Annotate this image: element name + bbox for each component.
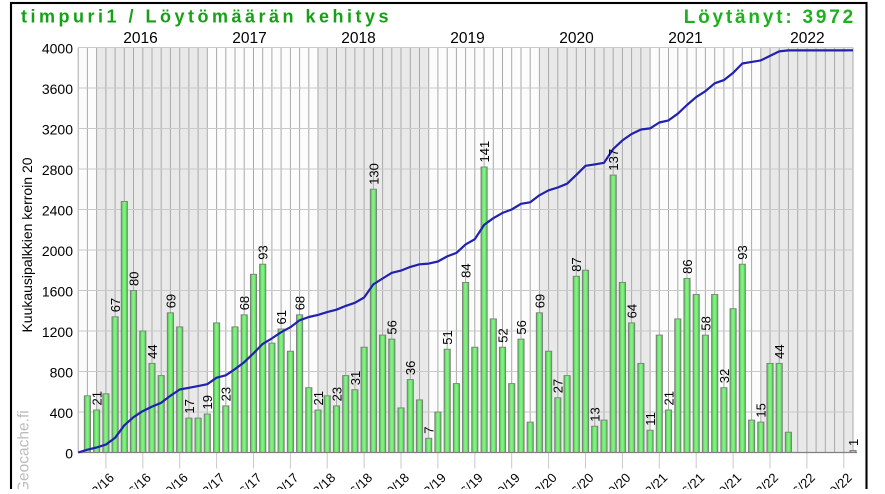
svg-text:61: 61	[274, 310, 289, 324]
svg-text:2000: 2000	[42, 243, 73, 259]
svg-text:800: 800	[50, 365, 74, 381]
svg-text:67: 67	[108, 298, 123, 312]
svg-text:141: 141	[477, 141, 492, 163]
svg-text:137: 137	[606, 149, 621, 171]
svg-text:68: 68	[293, 296, 308, 310]
svg-text:13: 13	[588, 407, 603, 421]
svg-text:87: 87	[569, 257, 584, 271]
svg-text:86: 86	[680, 259, 695, 273]
svg-text:51: 51	[440, 330, 455, 344]
svg-text:Geocache.fi: Geocache.fi	[16, 410, 33, 489]
svg-text:1200: 1200	[42, 324, 73, 340]
svg-text:32: 32	[717, 369, 732, 383]
svg-text:3200: 3200	[42, 122, 73, 138]
svg-text:2016: 2016	[123, 30, 157, 47]
svg-text:2018: 2018	[341, 30, 375, 47]
svg-text:52: 52	[495, 328, 510, 342]
svg-text:27: 27	[551, 379, 566, 393]
svg-text:19: 19	[200, 395, 215, 409]
svg-text:64: 64	[625, 304, 640, 318]
svg-text:Löytänyt: 3972: Löytänyt: 3972	[684, 7, 856, 28]
svg-text:80: 80	[126, 272, 141, 286]
svg-text:1600: 1600	[42, 284, 73, 300]
svg-text:21: 21	[311, 391, 326, 405]
svg-text:2020: 2020	[559, 30, 594, 47]
svg-text:56: 56	[385, 320, 400, 334]
svg-text:3600: 3600	[42, 81, 73, 97]
svg-text:69: 69	[532, 294, 547, 308]
svg-text:4000: 4000	[42, 41, 73, 57]
svg-text:23: 23	[219, 387, 234, 401]
svg-text:44: 44	[772, 344, 787, 358]
svg-text:2800: 2800	[42, 162, 73, 178]
svg-text:31: 31	[348, 371, 363, 385]
svg-text:84: 84	[459, 263, 474, 277]
svg-text:56: 56	[514, 320, 529, 334]
svg-text:0: 0	[65, 446, 73, 462]
svg-text:2400: 2400	[42, 203, 73, 219]
svg-text:1: 1	[846, 439, 861, 446]
svg-text:23: 23	[329, 387, 344, 401]
svg-text:15: 15	[754, 403, 769, 417]
svg-text:2022: 2022	[790, 30, 824, 47]
svg-text:58: 58	[698, 316, 713, 330]
svg-text:21: 21	[90, 391, 105, 405]
svg-text:2021: 2021	[668, 30, 702, 47]
svg-text:timpuri1 / Löytömäärän kehitys: timpuri1 / Löytömäärän kehitys	[21, 7, 392, 27]
svg-text:11: 11	[643, 412, 658, 426]
svg-text:2017: 2017	[232, 30, 266, 47]
svg-text:93: 93	[735, 245, 750, 259]
svg-text:44: 44	[145, 344, 160, 358]
svg-text:130: 130	[366, 163, 381, 185]
svg-text:93: 93	[256, 245, 271, 259]
svg-text:400: 400	[50, 405, 74, 421]
svg-text:21: 21	[661, 391, 676, 405]
svg-text:7: 7	[422, 427, 437, 434]
svg-text:2019: 2019	[450, 30, 484, 47]
svg-text:69: 69	[163, 294, 178, 308]
svg-text:Kuukausipalkkien kerroin 20: Kuukausipalkkien kerroin 20	[19, 157, 35, 332]
svg-text:36: 36	[403, 361, 418, 375]
svg-text:68: 68	[237, 296, 252, 310]
svg-text:17: 17	[182, 399, 197, 413]
